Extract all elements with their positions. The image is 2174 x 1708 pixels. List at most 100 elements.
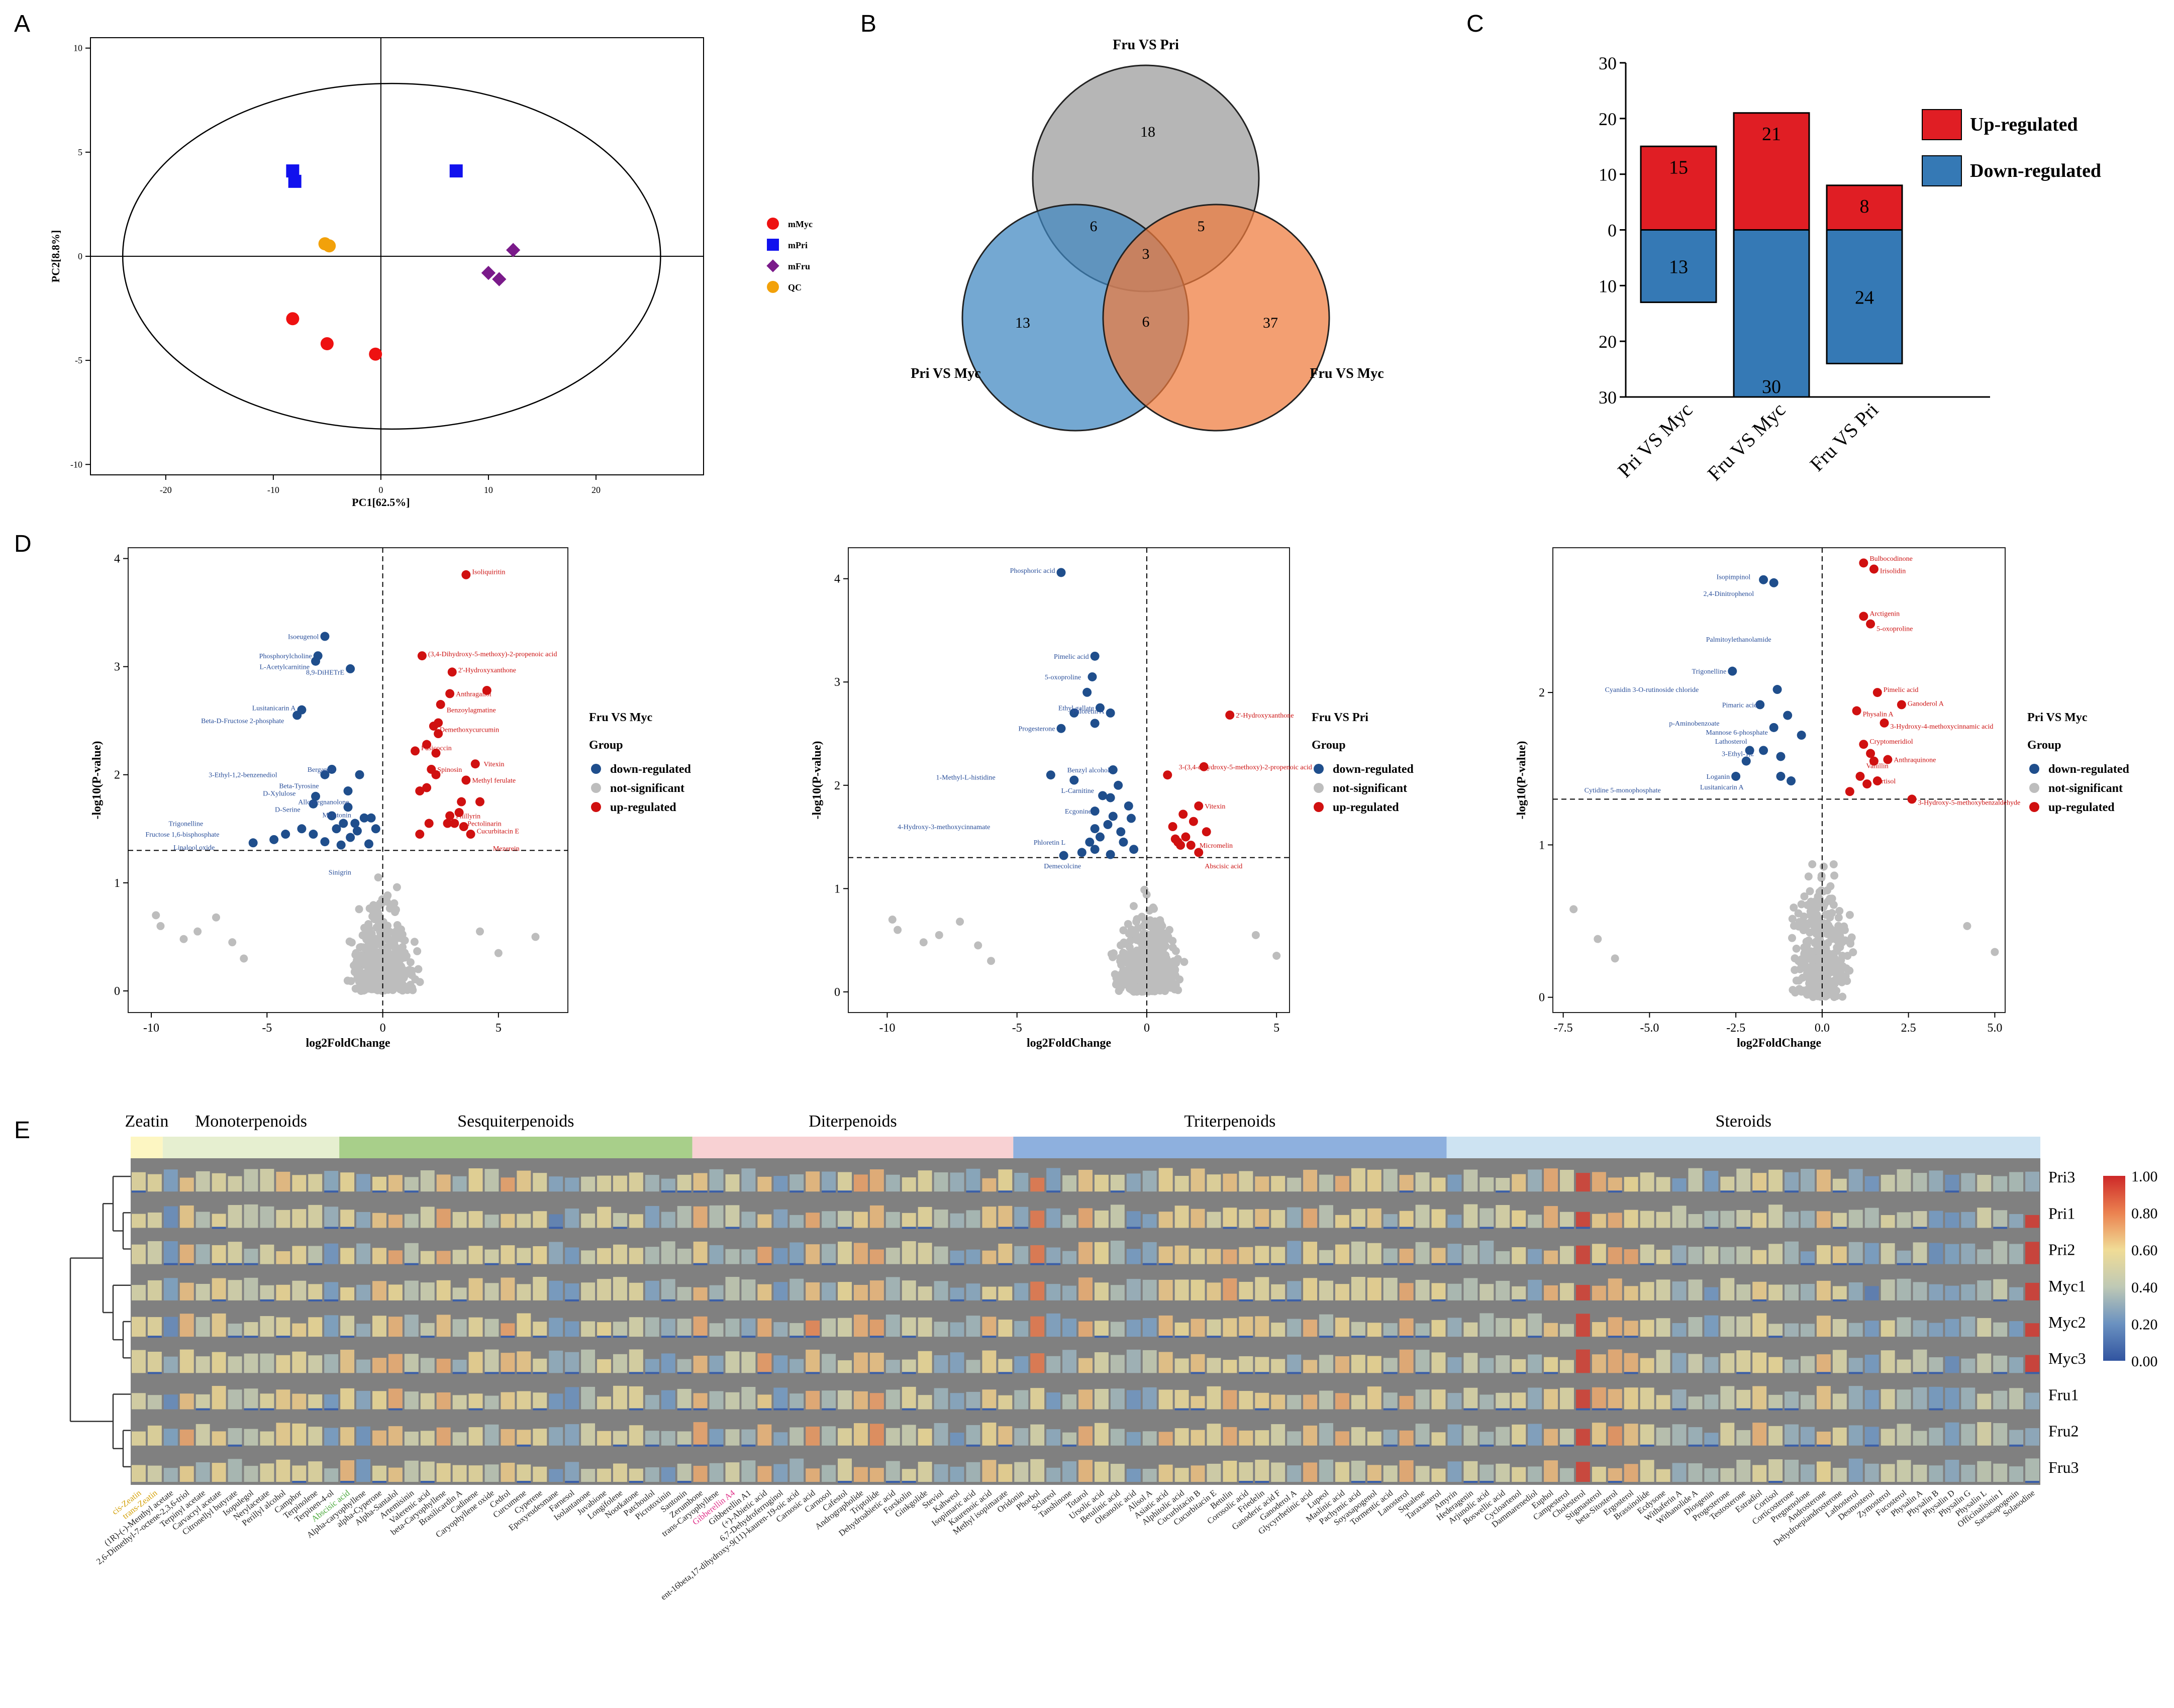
heatmap-cell [1463, 1426, 1478, 1446]
volcano-point-not-significant [193, 927, 202, 936]
heatmap-cell [356, 1459, 370, 1482]
heatmap-cell [1046, 1392, 1061, 1410]
heatmap-cell [1560, 1246, 1574, 1264]
heatmap-cell-underline [1239, 1299, 1253, 1301]
heatmap-cell [436, 1174, 451, 1192]
heatmap-cell [661, 1319, 675, 1337]
heatmap-cell [741, 1212, 756, 1228]
heatmap-cell [1816, 1354, 1831, 1373]
heatmap-cell [1816, 1169, 1831, 1192]
volcano-label-down: D-Serine [275, 807, 301, 814]
heatmap-cell [934, 1172, 948, 1192]
heatmap-cell [1030, 1424, 1045, 1446]
heatmap-cell-underline [1672, 1408, 1687, 1411]
volcano-point-not-significant [1845, 911, 1854, 919]
heatmap-cell [1801, 1427, 1815, 1446]
heatmap-cell [324, 1315, 339, 1337]
heatmap-cell [982, 1350, 997, 1373]
volcano-point-up-regulated [422, 783, 432, 792]
heatmap-cell [356, 1324, 370, 1337]
heatmap-cell [1704, 1171, 1719, 1192]
heatmap-cell-underline [902, 1372, 916, 1374]
heatmap-cell [1864, 1321, 1879, 1337]
heatmap-cell-underline [244, 1263, 258, 1265]
heatmap-cell [1447, 1424, 1462, 1446]
heatmap-cell [276, 1251, 290, 1264]
heatmap-cell [468, 1211, 483, 1228]
volcano-point-not-significant [413, 947, 422, 955]
heatmap-colorbar [2103, 1176, 2125, 1361]
heatmap-cell [1801, 1251, 1815, 1264]
heatmap-cell [565, 1321, 579, 1337]
heatmap-cell [629, 1214, 643, 1228]
pca-point-mFru [506, 243, 521, 257]
volcano-point-down-regulated [1059, 851, 1068, 860]
heatmap-cell [1785, 1172, 1799, 1192]
updown-y-tick-label: 30 [1599, 53, 1617, 73]
heatmap-cell [1030, 1245, 1045, 1264]
heatmap-cell [1848, 1242, 1863, 1264]
pca-x-tick-label: -10 [267, 485, 279, 495]
heatmap-cell [1174, 1176, 1189, 1192]
heatmap-cell [1672, 1205, 1687, 1228]
heatmap-cell [1303, 1169, 1318, 1192]
heatmap-cell [773, 1282, 788, 1300]
volcano-point-not-significant [357, 943, 365, 951]
heatmap-cell-underline [1993, 1372, 2008, 1374]
heatmap-cell [1303, 1209, 1318, 1228]
heatmap-cell [1720, 1423, 1735, 1446]
heatmap-cell [1447, 1393, 1462, 1410]
heatmap-cell [1656, 1279, 1670, 1300]
heatmap-cell [565, 1424, 579, 1446]
heatmap-cell [533, 1246, 547, 1264]
heatmap: Zeatin Monoterpenoids Sesquiterpenoids Dite… [69, 1112, 2158, 1602]
heatmap-row-label: Pri1 [2048, 1204, 2075, 1222]
heatmap-cell-underline [1287, 1299, 1302, 1301]
updown-y-tick-label: 10 [1599, 165, 1617, 185]
heatmap-cell [195, 1244, 210, 1264]
heatmap-cell [1560, 1212, 1574, 1228]
heatmap-colorbar-tick-label: 0.60 [2131, 1242, 2158, 1259]
heatmap-cell [324, 1207, 339, 1228]
volcano-point-not-significant [1791, 954, 1799, 963]
heatmap-cell [179, 1177, 194, 1192]
heatmap-cell [902, 1177, 916, 1192]
heatmap-cell [1768, 1357, 1783, 1373]
heatmap-cell [1496, 1392, 1510, 1410]
volcano-point-down-regulated [1108, 765, 1118, 774]
heatmap-cell [1608, 1389, 1622, 1410]
heatmap-cell [597, 1207, 611, 1228]
heatmap-cell [1977, 1318, 1992, 1337]
heatmap-cell [1383, 1358, 1398, 1373]
heatmap-cell [1223, 1427, 1237, 1446]
heatmap-cell [1528, 1279, 1542, 1300]
heatmap-cell-underline [292, 1481, 307, 1483]
heatmap-cell [404, 1280, 419, 1300]
heatmap-cell [212, 1245, 226, 1264]
heatmap-cell [1881, 1429, 1895, 1446]
heatmap-cell [1431, 1432, 1446, 1446]
heatmap-cell [1126, 1432, 1141, 1446]
heatmap-cell-underline [324, 1408, 339, 1411]
volcano-label-up: Cucurbitacin E [477, 828, 519, 836]
volcano-point-not-significant [365, 958, 374, 966]
volcano-point-up-regulated [1859, 740, 1868, 749]
heatmap-cell [468, 1465, 483, 1482]
heatmap-cell [1592, 1387, 1606, 1410]
heatmap-cell-underline [1736, 1227, 1751, 1229]
volcano-point-down-regulated [269, 835, 279, 844]
heatmap-cell [1832, 1393, 1847, 1410]
heatmap-cell-underline [1624, 1372, 1638, 1374]
heatmap-cell [1335, 1244, 1349, 1264]
volcano-legend-label: up-regulated [610, 801, 676, 814]
heatmap-cell [1383, 1277, 1398, 1300]
volcano-point-not-significant [1119, 926, 1128, 935]
heatmap-cell [934, 1322, 948, 1337]
heatmap-cell [1463, 1169, 1478, 1192]
heatmap-cell [501, 1245, 515, 1264]
volcano-point-up-regulated [447, 667, 457, 677]
volcano-point-not-significant [383, 951, 391, 959]
heatmap-cell [549, 1176, 563, 1192]
heatmap-cell [1255, 1176, 1269, 1192]
heatmap-cell [1174, 1322, 1189, 1337]
